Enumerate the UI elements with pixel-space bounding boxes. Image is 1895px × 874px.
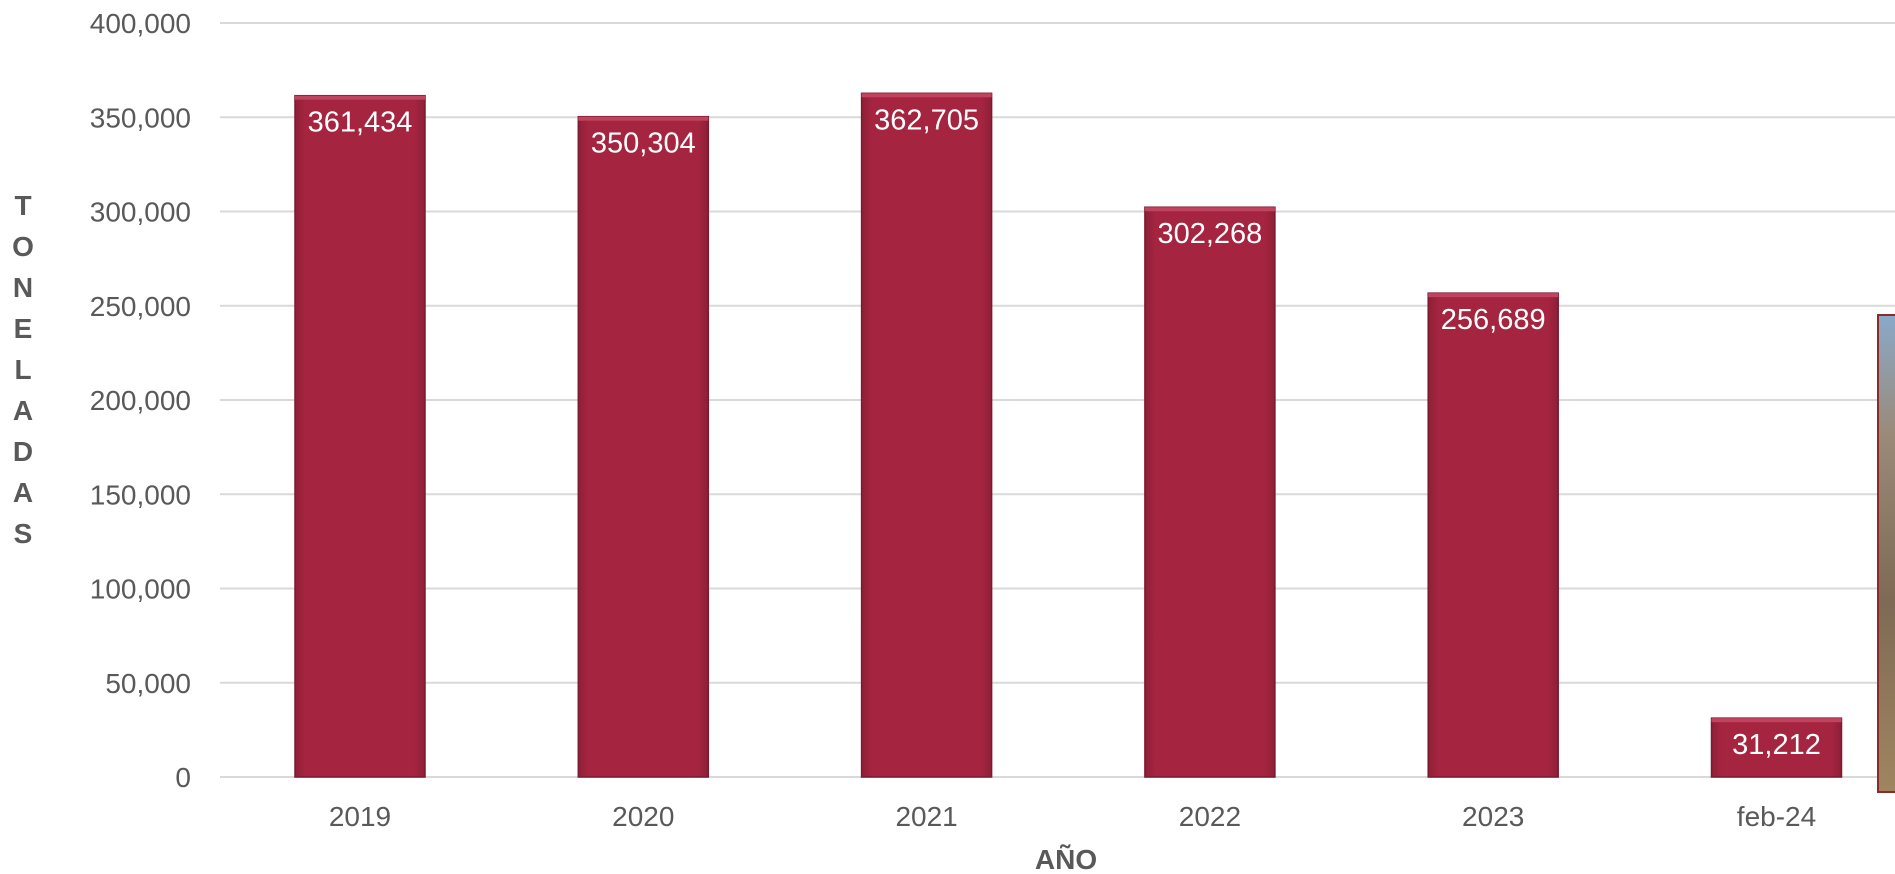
- y-axis-title-letter: S: [14, 518, 33, 549]
- bar-top-highlight: [578, 116, 709, 121]
- y-axis-title-letter: T: [14, 190, 31, 221]
- data-label: 31,212: [1732, 729, 1821, 761]
- x-tick-label: 2020: [612, 801, 674, 832]
- data-label: 350,304: [591, 128, 696, 160]
- y-axis-title-letter: A: [13, 395, 33, 426]
- data-label: 256,689: [1441, 304, 1546, 336]
- bar: [1710, 717, 1843, 778]
- data-label: 302,268: [1157, 218, 1262, 250]
- y-tick-label: 50,000: [105, 668, 191, 699]
- bar: [1144, 206, 1276, 778]
- y-axis-title-letter: D: [13, 436, 33, 467]
- y-tick-label: 0: [175, 762, 191, 793]
- photo-thumbnail: [1877, 314, 1895, 793]
- y-axis-title-letter: N: [13, 272, 33, 303]
- x-tick-label: 2023: [1462, 801, 1524, 832]
- bar: [1427, 292, 1559, 778]
- x-tick-label: 2022: [1179, 801, 1241, 832]
- bar: [860, 92, 993, 778]
- bar-top-highlight: [1144, 207, 1275, 212]
- gridlines: [220, 22, 1895, 778]
- bar-top-highlight: [1711, 718, 1842, 723]
- x-axis-ticks: 2019 2020 2021 2022 2023 feb-24: [329, 801, 1816, 832]
- x-tick-label: 2019: [329, 801, 391, 832]
- y-tick-label: 300,000: [90, 197, 191, 228]
- y-axis-title-letter: O: [12, 231, 34, 262]
- x-tick-label: feb-24: [1737, 801, 1816, 832]
- bar-top-highlight: [861, 93, 992, 98]
- y-tick-label: 350,000: [90, 102, 191, 133]
- bar: [577, 115, 710, 778]
- x-axis-title: AÑO: [1035, 844, 1097, 874]
- y-tick-label: 400,000: [90, 8, 191, 39]
- y-axis-title-letter: A: [13, 477, 33, 508]
- y-tick-label: 100,000: [90, 574, 191, 605]
- data-label: 362,705: [874, 104, 979, 136]
- bars: [294, 92, 1843, 778]
- bar-top-highlight: [295, 95, 425, 100]
- bar-top-highlight: [1428, 293, 1559, 298]
- y-tick-label: 150,000: [90, 479, 191, 510]
- data-labels: 361,434 350,304 362,705 302,268 256,689 31,21…: [308, 104, 1821, 761]
- y-axis-title-letter: L: [14, 354, 31, 385]
- x-tick-label: 2021: [895, 801, 957, 832]
- data-label: 361,434: [308, 107, 413, 139]
- y-axis-title-letter: E: [14, 313, 33, 344]
- y-tick-label: 200,000: [90, 385, 191, 416]
- y-tick-label: 250,000: [90, 291, 191, 322]
- bar: [294, 94, 426, 778]
- y-axis-ticks: 0 50,000 100,000 150,000 200,000 250,000 300,0…: [90, 8, 191, 793]
